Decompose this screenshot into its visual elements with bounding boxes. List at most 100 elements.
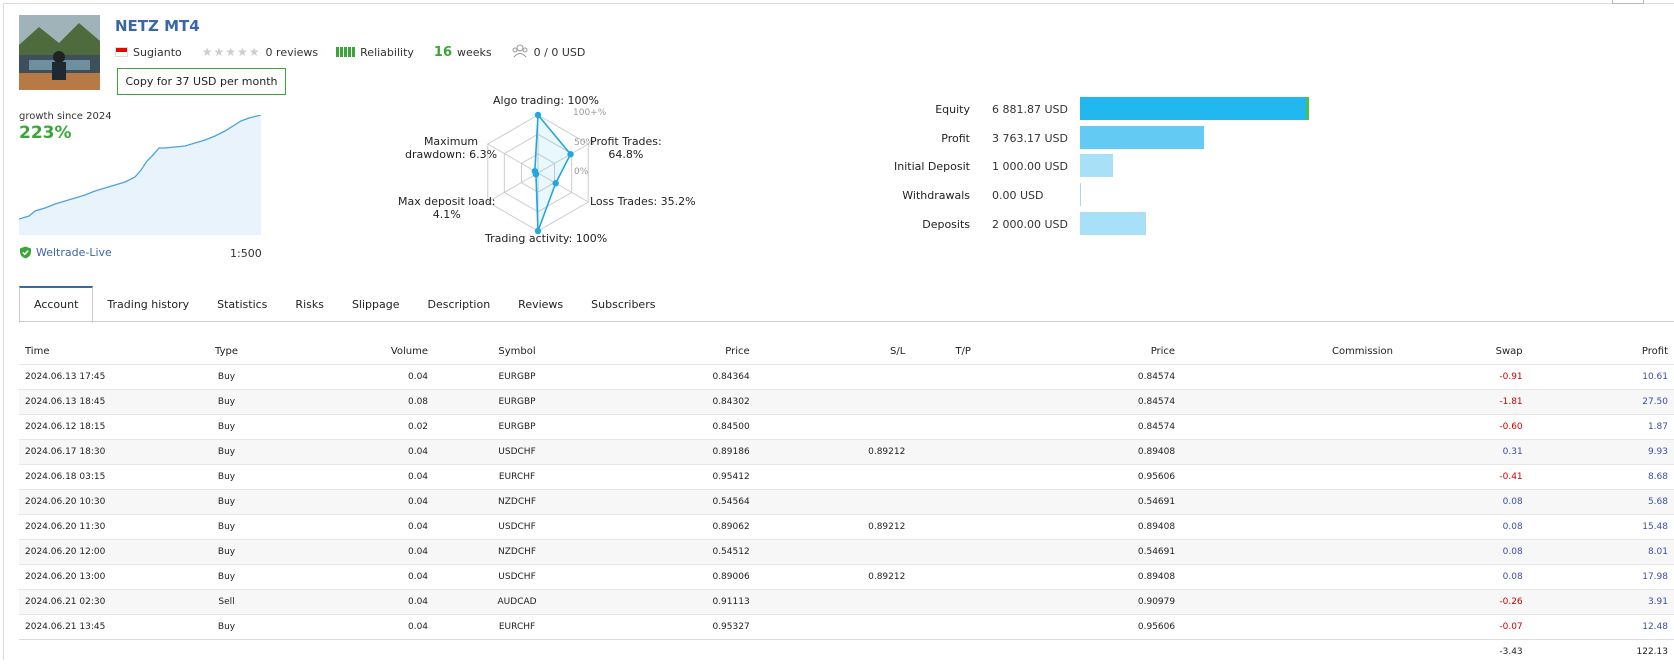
table-cell: 2024.06.12 18:15 — [19, 415, 175, 440]
radar-label-algo: Algo trading: 100% — [493, 94, 599, 107]
table-cell — [756, 640, 912, 664]
table-cell: NZDCHF — [434, 490, 600, 515]
table-cell: 0.91113 — [600, 590, 756, 615]
tab-statistics[interactable]: Statistics — [203, 286, 281, 322]
tab-risks[interactable]: Risks — [281, 286, 338, 322]
table-cell — [1181, 415, 1399, 440]
balance-value: 3 763.17 USD — [992, 132, 1068, 145]
table-cell — [756, 540, 912, 565]
tabs-divider — [19, 321, 1674, 322]
table-cell: 0.04 — [278, 515, 434, 540]
balance-bar — [1080, 97, 1309, 120]
table-cell: 0.04 — [278, 440, 434, 465]
tab-account[interactable]: Account — [19, 286, 93, 323]
table-cell: 0.89212 — [756, 440, 912, 465]
table-cell — [756, 615, 912, 640]
balance-value: 1 000.00 USD — [992, 160, 1068, 173]
balance-label: Profit — [880, 132, 970, 145]
broker[interactable]: Weltrade-Live — [19, 246, 112, 259]
tab-reviews[interactable]: Reviews — [504, 286, 577, 322]
table-cell: EURCHF — [434, 465, 600, 490]
signal-title[interactable]: NETZ MT4 — [115, 17, 200, 35]
balance-bar — [1080, 212, 1146, 235]
author-name[interactable]: Sugianto — [133, 46, 182, 59]
radar-chart: 100+% 50% 0% — [420, 95, 720, 255]
column-header: T/P — [911, 339, 1015, 365]
copy-signal-button[interactable]: Copy for 37 USD per month — [117, 68, 286, 95]
table-cell — [1181, 390, 1399, 415]
table-cell: 2024.06.13 18:45 — [19, 390, 175, 415]
table-cell: 0.89006 — [600, 565, 756, 590]
radar-point — [567, 151, 573, 157]
column-header: Commission — [1181, 339, 1399, 365]
table-cell: 0.89408 — [1015, 440, 1181, 465]
table-cell: 0.54564 — [600, 490, 756, 515]
signal-meta: Sugianto ★★★★★ 0 reviews Reliability 16 … — [115, 44, 585, 60]
table-cell: 0.54512 — [600, 540, 756, 565]
table-cell: EURGBP — [434, 390, 600, 415]
balance-bar — [1080, 183, 1081, 206]
radar-label-drawdown: Maximum drawdown: 6.3% — [405, 135, 497, 161]
table-cell — [1181, 465, 1399, 490]
table-cell — [1181, 565, 1399, 590]
table-cell: 2024.06.20 10:30 — [19, 490, 175, 515]
tab-subscribers[interactable]: Subscribers — [577, 286, 669, 322]
table-cell — [911, 540, 1015, 565]
table-cell: 0.89186 — [600, 440, 756, 465]
table-cell: USDCHF — [434, 440, 600, 465]
window-corner-tab[interactable] — [1612, 0, 1644, 4]
table-cell — [1015, 640, 1181, 664]
table-cell: 2024.06.20 13:00 — [19, 565, 175, 590]
table-cell: Buy — [175, 465, 279, 490]
radar-scale-100: 100+% — [573, 108, 607, 118]
table-cell — [756, 490, 912, 515]
total-profit: 122.13 — [1529, 640, 1674, 664]
table-cell: 0.31 — [1399, 440, 1529, 465]
table-cell — [278, 640, 434, 664]
table-cell — [434, 640, 600, 664]
tab-description[interactable]: Description — [414, 286, 505, 322]
table-cell — [911, 440, 1015, 465]
table-cell: 1.87 — [1529, 415, 1674, 440]
table-cell — [911, 515, 1015, 540]
table-cell: Buy — [175, 615, 279, 640]
table-cell — [756, 365, 912, 390]
table-cell — [911, 590, 1015, 615]
table-cell: 0.89408 — [1015, 565, 1181, 590]
table-cell: 15.48 — [1529, 515, 1674, 540]
tab-trading-history[interactable]: Trading history — [93, 286, 203, 322]
table-cell: Buy — [175, 365, 279, 390]
table-cell: 0.84364 — [600, 365, 756, 390]
balance-label: Equity — [880, 103, 970, 116]
tab-slippage[interactable]: Slippage — [338, 286, 414, 322]
table-cell: 0.84574 — [1015, 390, 1181, 415]
table-cell: 0.54691 — [1015, 540, 1181, 565]
table-cell — [911, 640, 1015, 664]
table-cell — [911, 465, 1015, 490]
table-cell — [600, 640, 756, 664]
column-header: Swap — [1399, 339, 1529, 365]
table-cell: Buy — [175, 490, 279, 515]
column-header: Volume — [278, 339, 434, 365]
table-cell — [911, 615, 1015, 640]
table-cell: 0.84500 — [600, 415, 756, 440]
table-cell: 8.01 — [1529, 540, 1674, 565]
broker-name[interactable]: Weltrade-Live — [36, 246, 112, 259]
reviews-count[interactable]: 0 reviews — [266, 46, 319, 59]
table-cell: -0.41 — [1399, 465, 1529, 490]
table-cell: 0.89212 — [756, 565, 912, 590]
table-cell: -1.81 — [1399, 390, 1529, 415]
table-cell: Buy — [175, 565, 279, 590]
signal-avatar — [19, 15, 100, 90]
table-cell: 0.54691 — [1015, 490, 1181, 515]
table-cell: EURCHF — [434, 615, 600, 640]
table-cell — [175, 640, 279, 664]
table-cell: 0.04 — [278, 590, 434, 615]
radar-label-activity: Trading activity: 100% — [485, 232, 607, 245]
balance-bar — [1080, 126, 1204, 149]
